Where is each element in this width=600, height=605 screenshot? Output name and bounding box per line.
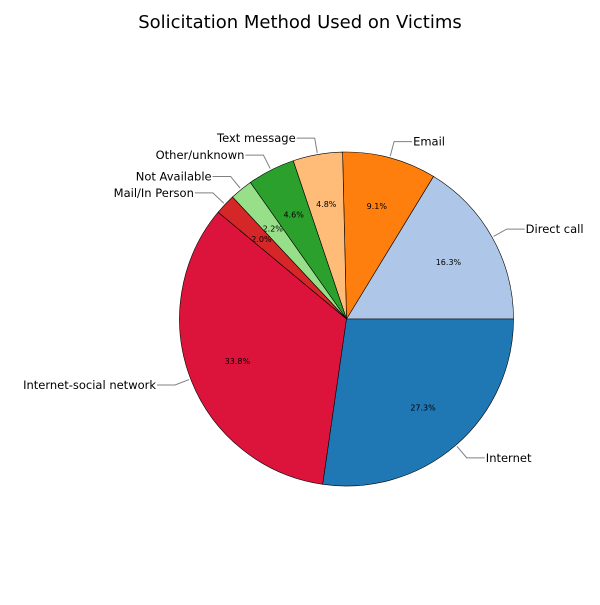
pct-label-text-message: 4.8% bbox=[316, 200, 337, 209]
pct-label-email: 9.1% bbox=[367, 202, 388, 211]
pct-label-internet-social-network: 33.8% bbox=[225, 357, 251, 366]
slice-label-text-message: Text message bbox=[216, 131, 296, 145]
slice-label-mail-in-person: Mail/In Person bbox=[114, 186, 194, 200]
pct-label-not-available: 2.2% bbox=[263, 224, 284, 233]
pct-label-internet: 27.3% bbox=[410, 403, 436, 412]
pie-slice-internet-social-network bbox=[179, 211, 347, 485]
slice-label-not-available: Not Available bbox=[136, 169, 212, 183]
slice-label-email: Email bbox=[413, 135, 445, 149]
pct-label-mail-in-person: 2.0% bbox=[251, 235, 272, 244]
pct-label-other-unknown: 4.6% bbox=[283, 211, 304, 220]
pct-label-direct-call: 16.3% bbox=[436, 258, 462, 267]
leader-line-not-available bbox=[212, 175, 241, 189]
slice-label-internet: Internet bbox=[486, 451, 532, 465]
leader-line-email bbox=[389, 141, 413, 157]
chart-title: Solicitation Method Used on Victims bbox=[138, 12, 462, 33]
leader-line-mail-in-person bbox=[194, 192, 225, 204]
pie-slice-internet bbox=[322, 318, 514, 487]
slice-label-direct-call: Direct call bbox=[526, 222, 584, 236]
pie-slice-email bbox=[342, 151, 434, 321]
leader-line-other-unknown bbox=[245, 154, 271, 169]
leader-line-text-message bbox=[296, 137, 318, 153]
leader-line-internet-social-network bbox=[157, 379, 190, 386]
slice-label-other-unknown: Other/unknown bbox=[156, 148, 245, 162]
slice-label-internet-social-network: Internet-social network bbox=[23, 378, 156, 392]
leader-line-direct-call bbox=[493, 228, 525, 237]
leader-line-internet bbox=[456, 446, 485, 459]
pie-slice-direct-call bbox=[345, 176, 514, 320]
